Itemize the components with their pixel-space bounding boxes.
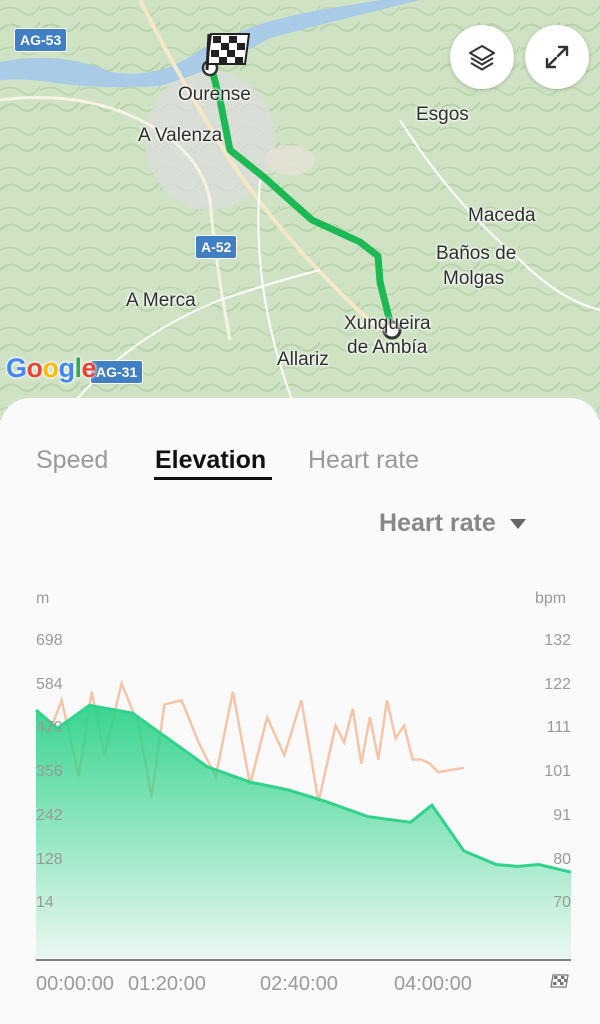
expand-icon	[545, 45, 569, 69]
elevation-series-area	[36, 705, 571, 958]
elevation-heart-rate-chart[interactable]	[0, 620, 600, 980]
place-label-allariz: Allariz	[277, 349, 329, 370]
left-axis-tick: 470	[36, 719, 63, 737]
x-tick-label: 01:20:00	[128, 973, 206, 995]
overlay-metric-select[interactable]: Heart rate	[379, 509, 528, 538]
place-label-xunqueira-line1: Xunqueira	[344, 313, 431, 334]
layers-button[interactable]	[450, 25, 514, 89]
right-axis-tick: 111	[546, 719, 571, 737]
road-shield-ag53: AG-53	[14, 28, 68, 52]
x-tick-label: 00:00:00	[36, 973, 114, 995]
checkered-flag-icon	[550, 974, 569, 988]
google-logo: Google	[6, 353, 97, 383]
place-label-maceda: Maceda	[468, 205, 536, 226]
right-axis-tick: 101	[544, 763, 571, 781]
right-axis-tick: 91	[553, 806, 571, 824]
right-axis-tick: 132	[544, 632, 571, 649]
dropdown-arrow-icon	[509, 518, 526, 529]
right-axis-unit: bpm	[535, 590, 567, 607]
right-axis-tick: 80	[553, 850, 571, 868]
place-label-a-valenza: A Valenza	[138, 125, 223, 146]
place-label-banos-line2: Molgas	[443, 268, 505, 289]
tab-speed[interactable]: Speed	[36, 446, 109, 474]
road-shield-ag31: AG-31	[90, 360, 144, 384]
left-axis-tick: 242	[36, 806, 63, 824]
left-axis-tick: 698	[36, 632, 63, 649]
x-tick-label: 04:00:00	[394, 973, 472, 995]
place-label-a-merca: A Merca	[126, 290, 196, 311]
route-map[interactable]: Ourense A Valenza Esgos Maceda Baños de …	[0, 0, 600, 420]
tab-elevation[interactable]: Elevation	[155, 446, 267, 474]
left-axis-tick: 128	[36, 850, 63, 868]
x-tick-label: 02:40:00	[260, 973, 338, 995]
expand-map-button[interactable]	[525, 25, 589, 89]
left-axis-tick: 356	[36, 763, 63, 781]
elevation-series-line	[35, 703, 572, 874]
place-label-banos-line1: Baños de	[436, 243, 517, 264]
place-label-ourense: Ourense	[178, 84, 251, 105]
left-axis-unit: m	[36, 590, 50, 607]
checkered-flag-icon	[205, 33, 251, 70]
overlay-select-value: Heart rate	[379, 509, 496, 537]
place-label-esgos: Esgos	[416, 104, 469, 125]
tab-heart-rate[interactable]: Heart rate	[308, 446, 420, 474]
layers-icon	[469, 45, 495, 71]
active-tab-indicator	[154, 477, 272, 480]
right-axis-tick: 122	[544, 675, 571, 693]
right-axis-tick: 70	[553, 894, 571, 912]
place-label-xunqueira-line2: de Ambía	[347, 337, 428, 358]
left-axis-tick: 14	[36, 894, 54, 912]
road-shield-a52: A-52	[195, 235, 238, 259]
left-axis-tick: 584	[36, 675, 63, 693]
